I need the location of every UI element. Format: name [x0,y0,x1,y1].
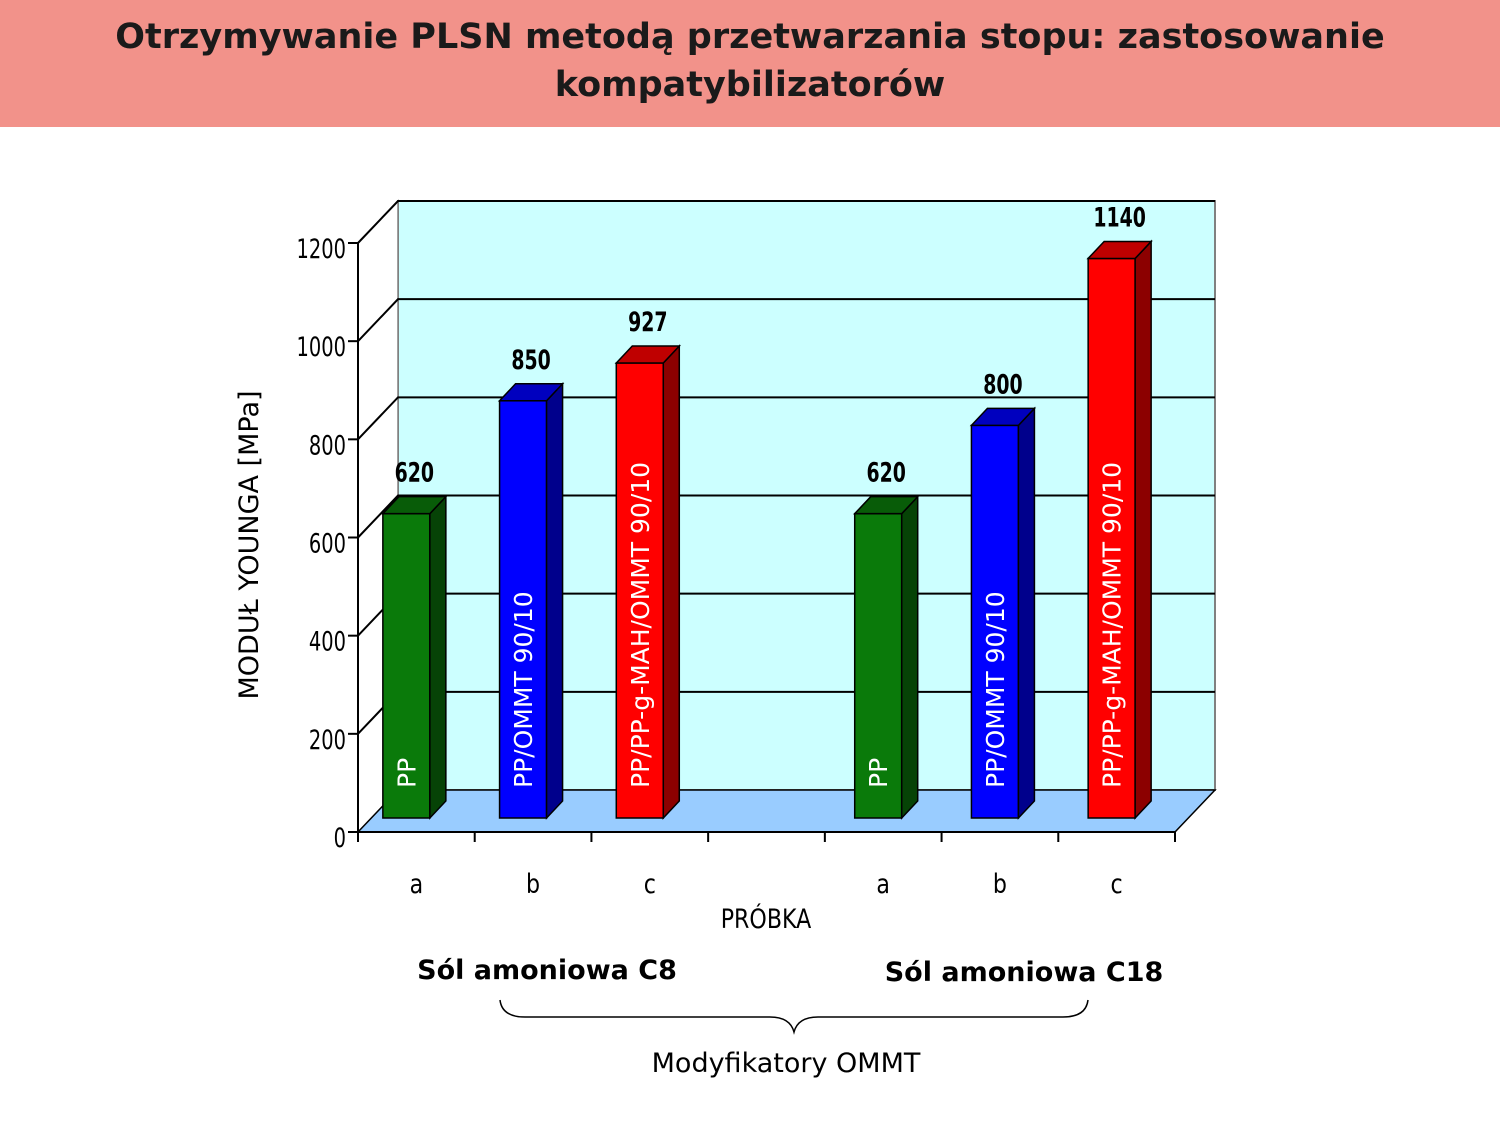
bar-value-label: 850 [511,344,550,375]
x-tick-label: c [644,868,656,900]
bar-sól-amoniowa-c18-a [852,494,920,820]
gridline [357,200,1215,244]
bar-series-label: PP [392,758,421,788]
group-brace [499,999,1089,1035]
bar-series-label: PP/OMMT 90/10 [509,591,538,788]
slide-title: Otrzymywanie PLSN metodą przetwarzania s… [115,16,1385,105]
bar-sól-amoniowa-c8-c [614,344,682,820]
bar-value-label: 927 [628,307,667,338]
gridline [357,298,1215,342]
bar-side [900,494,919,820]
bar-side [429,494,447,820]
bar-top [614,345,682,364]
y-axis-title: MODUŁ YOUNGA [MPa] [234,390,265,699]
bar-top [381,495,448,515]
y-tick-label: 600 [309,527,346,559]
bar-top [852,495,920,515]
x-tick-label: b [526,868,540,900]
bar-side [1134,239,1152,820]
group-label-c18: Sól amoniowa C18 [885,957,1164,988]
bar-series-label: PP/OMMT 90/10 [981,591,1010,788]
bar-sól-amoniowa-c8-b [497,381,565,820]
y-tick-label: 1000 [297,331,346,363]
bar-side [1017,406,1036,820]
y-tick-label: 1200 [297,233,346,265]
group-label-c8: Sól amoniowa C8 [417,955,677,986]
bar-top [497,383,565,402]
bar-sól-amoniowa-c8-a [381,494,448,820]
x-tick-label: b [993,868,1007,900]
bar-value-label: 1140 [1093,202,1146,233]
y-tick-label: 800 [309,429,346,461]
bar-side [662,344,681,820]
bar-top [1086,240,1153,260]
bar-side [545,381,564,820]
chart-text: MODUŁ YOUNGA [MPa] PRÓBKA Sól amoniowa C… [234,202,1163,1079]
x-tick-label: a [410,868,424,900]
bar-value-label: 620 [866,457,905,488]
x-tick-label: a [876,868,890,900]
y-tick-label: 400 [309,625,346,657]
bar-value-label: 620 [395,457,434,488]
floor [356,789,1217,833]
bar-front [970,424,1020,819]
y-tick-label: 0 [334,822,346,854]
gridline [357,494,1215,539]
bar-series-label: PP/PP-g-MAH/OMMT 90/10 [626,462,655,788]
bar-series-label: PP [864,758,893,788]
chart-axes [348,242,1176,842]
bar-value-label: 800 [983,369,1022,400]
chart-walls [356,199,1217,834]
bar-sól-amoniowa-c18-b [969,406,1037,820]
x-axis-title: PRÓBKA [721,902,812,935]
title-banner: Otrzymywanie PLSN metodą przetwarzania s… [0,0,1500,127]
bar-sól-amoniowa-c18-c [1086,239,1153,820]
y-tick-label: 200 [309,724,346,756]
bar-top [969,407,1037,427]
bar-series-label: PP/PP-g-MAH/OMMT 90/10 [1098,462,1127,788]
chart-bars [381,239,1153,820]
gridline [357,396,1215,441]
annotation-modyfikatory: Modyfikatory OMMT [652,1048,921,1079]
bar-front [1087,257,1136,819]
x-tick-label: c [1111,868,1123,900]
